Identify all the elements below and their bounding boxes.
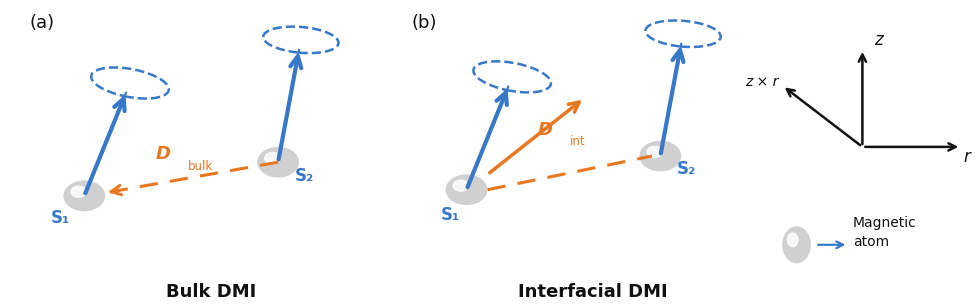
Text: int: int [569, 135, 585, 148]
Text: D: D [156, 145, 171, 163]
Text: D: D [538, 121, 553, 139]
Text: S₂: S₂ [295, 166, 315, 185]
Text: z × r: z × r [745, 75, 778, 89]
Text: S₂: S₂ [677, 160, 697, 178]
Circle shape [71, 186, 86, 197]
Text: S₁: S₁ [441, 206, 461, 224]
Circle shape [265, 152, 280, 164]
Text: Magnetic
atom: Magnetic atom [853, 216, 916, 249]
Text: Bulk DMI: Bulk DMI [166, 283, 256, 301]
Text: bulk: bulk [187, 160, 213, 173]
Text: z: z [874, 31, 883, 49]
Text: r: r [963, 148, 970, 166]
Text: Interfacial DMI: Interfacial DMI [518, 283, 667, 301]
Circle shape [64, 181, 105, 211]
Circle shape [640, 141, 680, 171]
Circle shape [783, 227, 810, 263]
Circle shape [453, 180, 468, 191]
Circle shape [647, 146, 662, 158]
Text: S₁: S₁ [51, 209, 70, 227]
Text: (a): (a) [29, 13, 55, 32]
Circle shape [258, 147, 298, 177]
Circle shape [446, 175, 487, 204]
Text: (b): (b) [412, 13, 437, 32]
Circle shape [788, 233, 798, 247]
